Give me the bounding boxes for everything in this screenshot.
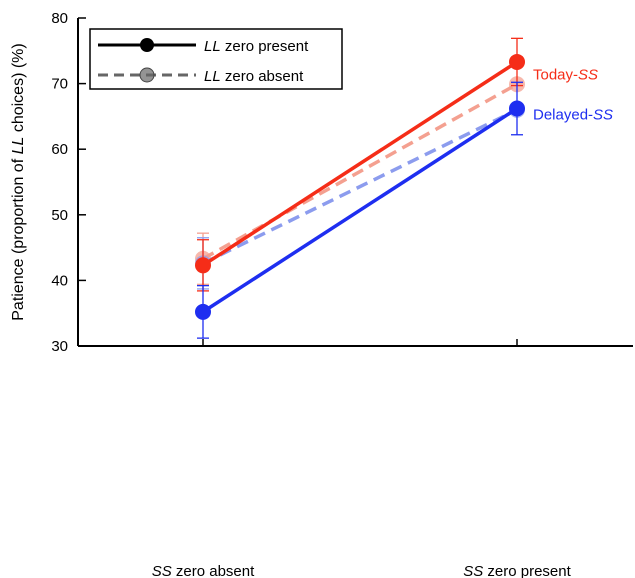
legend-entry-zero-absent: LL zero absent [204, 68, 304, 85]
y-tick-label: 40 [51, 272, 68, 289]
legend: LL zero present LL zero absent [89, 28, 343, 90]
y-axis-title: Patience (proportion of LL choices) (%) [10, 43, 27, 320]
series-layer [195, 37, 525, 339]
x-tick-labels: SS zero absent SS zero present [152, 339, 572, 578]
series-labels: Today-SS Delayed-SS [533, 66, 613, 123]
legend-box [89, 28, 343, 90]
data-point [195, 303, 211, 320]
series-label: Today-SS [533, 66, 598, 83]
series-line [202, 108, 518, 265]
legend-entry-zero-present: LL zero present [204, 38, 309, 55]
legend-marker-dashed [139, 67, 155, 83]
series-line [202, 107, 518, 314]
series-delayed-sssolid [195, 81, 525, 339]
y-tick-label: 60 [51, 141, 68, 158]
data-point [195, 257, 211, 274]
y-tick-label: 50 [51, 207, 68, 224]
series-line [202, 60, 518, 267]
y-tick-label: 80 [51, 10, 68, 27]
y-tick-label: 70 [51, 76, 68, 93]
data-point [509, 100, 525, 117]
legend-marker-solid [140, 38, 154, 52]
series-label: Delayed-SS [533, 106, 613, 123]
y-ticks: 30 40 50 60 70 80 [51, 10, 86, 355]
x-tick-label: SS zero absent [152, 563, 255, 578]
data-point [509, 53, 525, 70]
x-tick-label: SS zero present [463, 563, 571, 578]
y-tick-label: 30 [51, 338, 68, 355]
